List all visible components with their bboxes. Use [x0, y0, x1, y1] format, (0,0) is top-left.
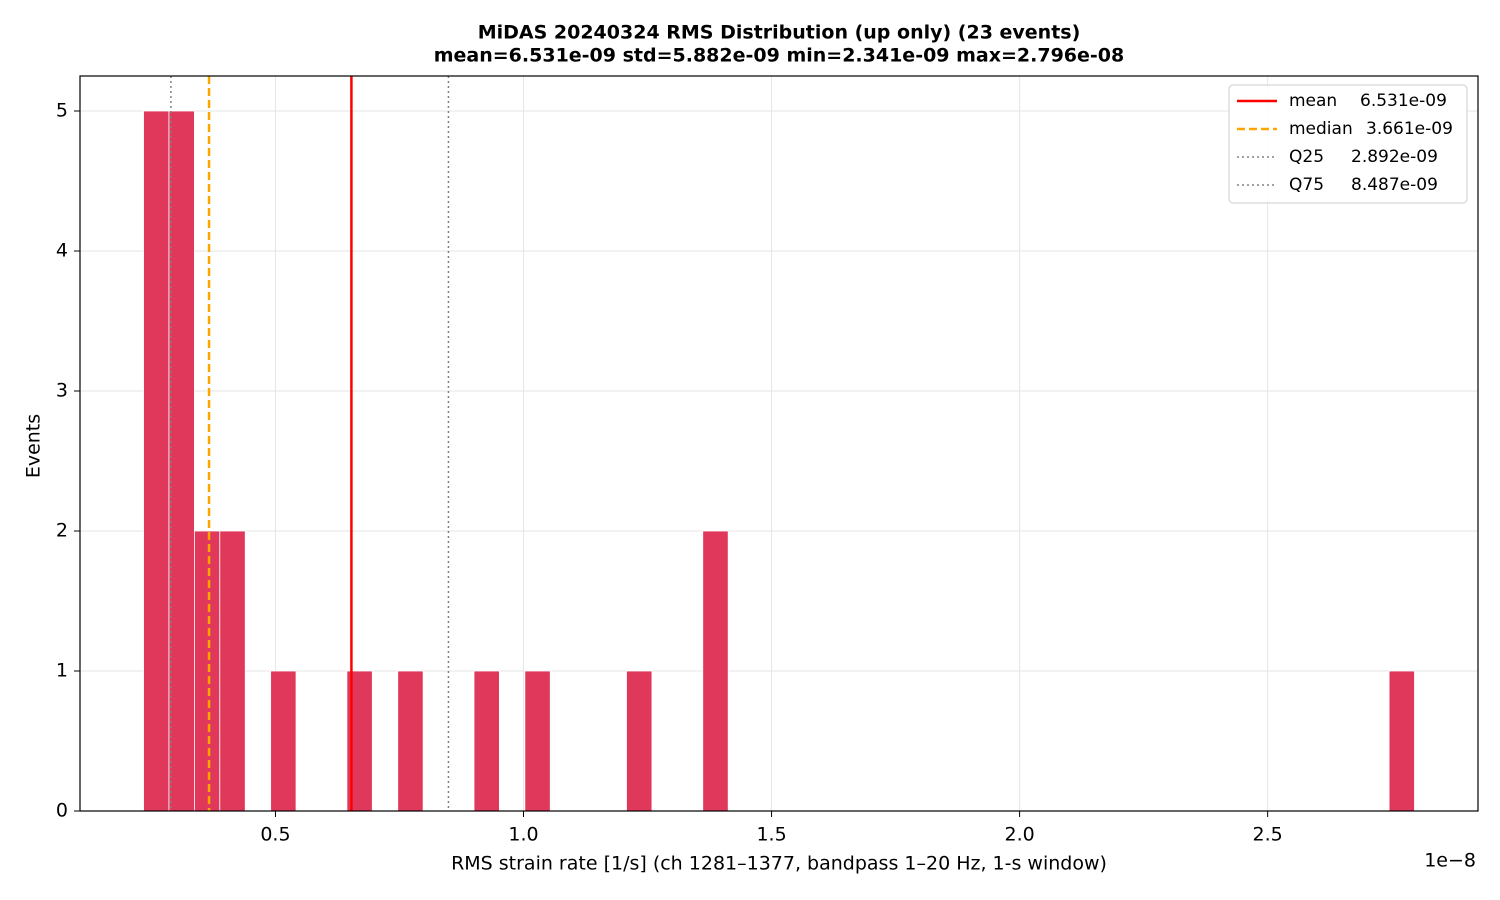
bar — [193, 530, 221, 812]
chart-subtitle: mean=6.531e-09 std=5.882e-09 min=2.341e-… — [434, 45, 1125, 67]
legend-value: 3.661e-09 — [1366, 119, 1453, 139]
legend-label: Q25 — [1289, 147, 1324, 167]
y-tick-label: 2 — [56, 520, 68, 542]
x-offset-label: 1e−8 — [1424, 850, 1476, 872]
y-tick-label: 3 — [56, 380, 68, 402]
bar — [473, 670, 500, 812]
y-tick-label: 1 — [56, 660, 68, 682]
bar — [1388, 670, 1415, 812]
bar — [219, 530, 246, 812]
x-axis-label: RMS strain rate [1/s] (ch 1281–1377, ban… — [451, 853, 1107, 875]
bar — [524, 670, 551, 812]
chart-title: MiDAS 20240324 RMS Distribution (up only… — [478, 22, 1081, 44]
bar — [143, 110, 170, 812]
y-tick-label: 4 — [56, 240, 68, 262]
legend-label: Q75 — [1289, 175, 1324, 195]
y-tick-label: 0 — [56, 800, 68, 822]
x-tick-label: 2.5 — [1253, 824, 1283, 846]
legend-value: 2.892e-09 — [1351, 147, 1438, 167]
legend-label: mean — [1289, 91, 1337, 111]
legend-value: 8.487e-09 — [1351, 175, 1438, 195]
bar — [270, 670, 297, 812]
x-tick-label: 0.5 — [260, 824, 290, 846]
plot-frame — [79, 75, 1479, 812]
bar — [702, 530, 729, 812]
x-tick-label: 1.5 — [756, 824, 786, 846]
y-tick-label: 5 — [56, 100, 68, 122]
y-axis-label: Events — [23, 414, 45, 478]
bar — [397, 670, 424, 812]
bar — [168, 110, 195, 812]
x-tick-label: 1.0 — [508, 824, 538, 846]
x-tick-label: 2.0 — [1004, 824, 1034, 846]
legend-value: 6.531e-09 — [1360, 91, 1447, 111]
legend-box — [1228, 84, 1468, 204]
bar — [626, 670, 653, 812]
legend-label: median — [1289, 119, 1353, 139]
